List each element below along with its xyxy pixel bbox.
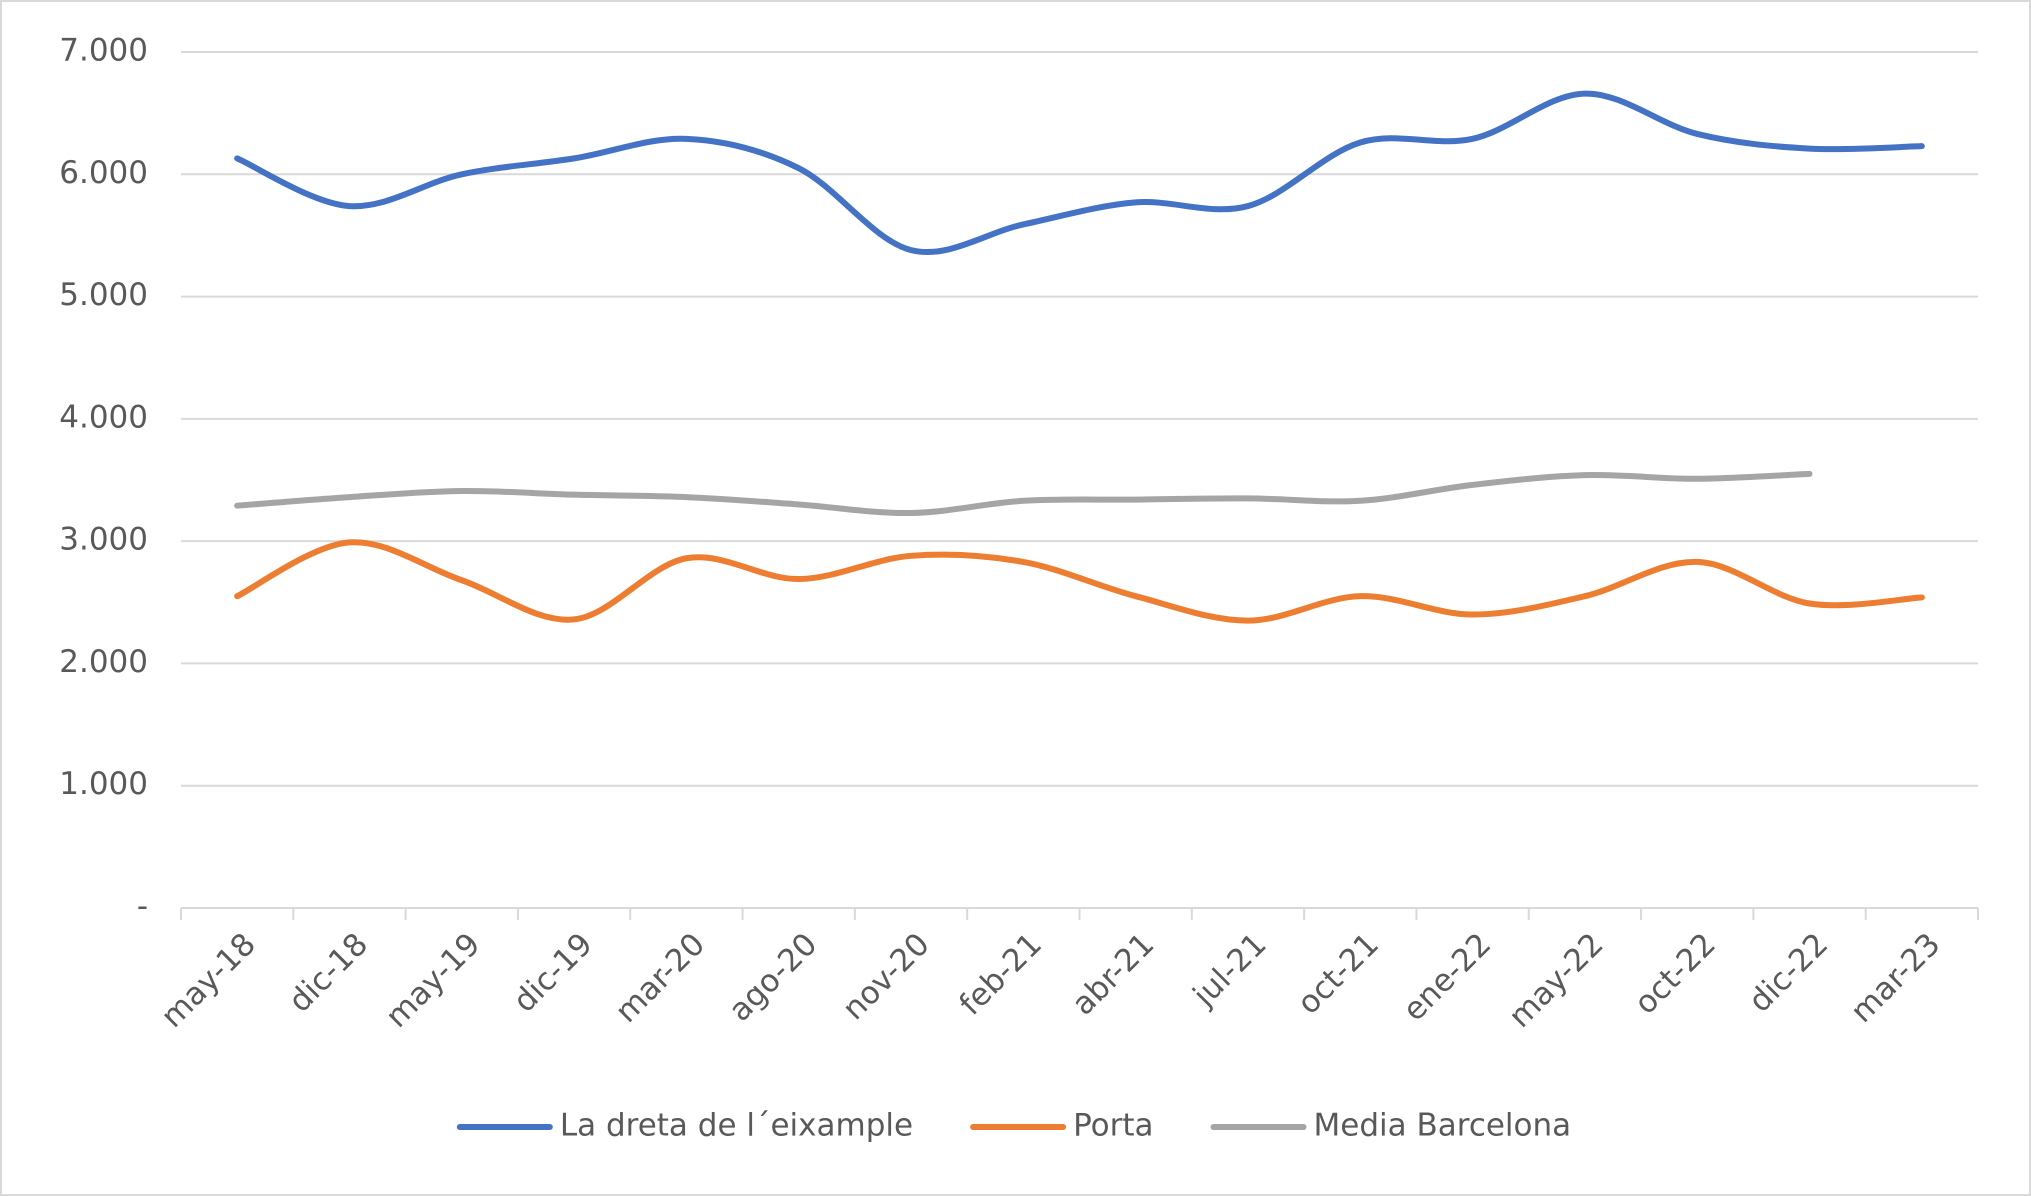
y-tick-label: 4.000 <box>59 399 148 435</box>
y-tick-label: 3.000 <box>59 522 148 558</box>
legend-label: La dreta de l´eixample <box>560 1108 913 1144</box>
line-series <box>234 90 1925 256</box>
line-series <box>234 470 1813 517</box>
y-tick-label: 1.000 <box>59 766 148 802</box>
y-tick-label: 7.000 <box>59 33 148 69</box>
y-tick-label: - <box>137 889 148 925</box>
y-tick-label: 2.000 <box>59 644 148 680</box>
legend-label: Media Barcelona <box>1314 1108 1572 1144</box>
line-series <box>234 539 1925 624</box>
y-tick-label: 6.000 <box>59 155 148 191</box>
y-tick-label: 5.000 <box>59 277 148 313</box>
legend-label: Porta <box>1073 1108 1153 1144</box>
